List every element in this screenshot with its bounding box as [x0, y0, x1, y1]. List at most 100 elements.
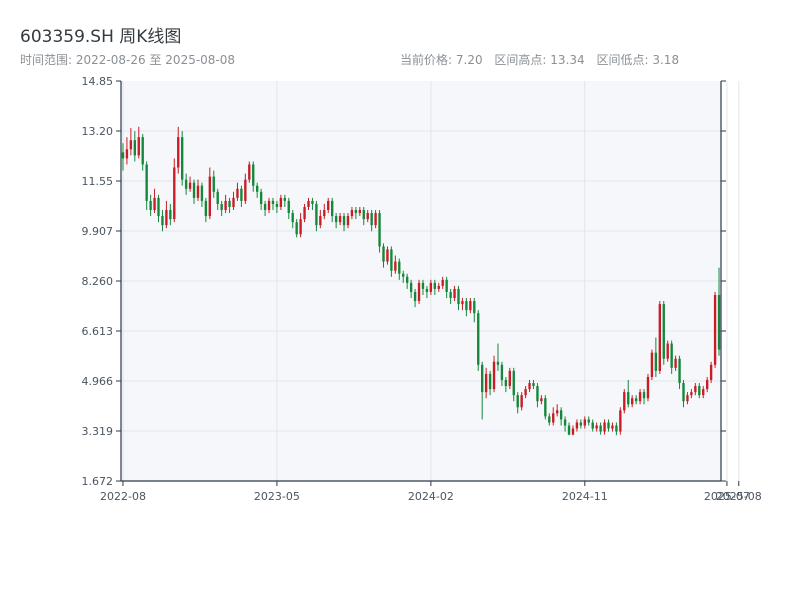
candle-body	[477, 313, 480, 365]
candle-down	[275, 200, 279, 214]
candle-down	[149, 194, 152, 217]
candle-body	[374, 213, 377, 226]
candle-body	[252, 164, 255, 186]
candle-body	[611, 425, 614, 429]
candle-up	[508, 367, 511, 390]
candle-body	[583, 419, 586, 426]
candle-body	[145, 164, 148, 201]
candle-body	[654, 352, 658, 371]
candle-body	[421, 282, 425, 289]
candle-body	[165, 210, 168, 226]
candle-up	[307, 197, 310, 211]
candle-body	[670, 343, 673, 368]
candle-down	[536, 383, 539, 408]
candle-body	[646, 376, 650, 399]
date-range-start: 2022-08-26	[75, 53, 146, 67]
candle-body	[662, 304, 665, 359]
candle-body	[248, 164, 251, 180]
x-tick-label: 2023-05	[254, 490, 300, 503]
candle-body	[267, 200, 271, 211]
candle-body	[425, 288, 429, 292]
candle-body	[212, 176, 215, 192]
candle-body	[157, 197, 160, 217]
candle-body	[279, 197, 283, 207]
candle-up	[129, 128, 133, 156]
candle-body	[674, 358, 677, 368]
candle-down	[192, 179, 196, 204]
y-tick-label: 14.85	[82, 75, 114, 88]
candle-body	[319, 216, 322, 226]
candle-body	[591, 422, 594, 429]
x-tick-label: 2024-02	[408, 490, 454, 503]
candle-down	[698, 383, 701, 399]
candle-body	[275, 203, 279, 207]
candle-up	[267, 197, 271, 214]
date-range-label: 时间范围:	[20, 53, 73, 67]
candle-body	[263, 203, 267, 211]
candle-body	[177, 137, 180, 168]
date-range-end: 2025-08-08	[165, 53, 236, 67]
candle-down	[378, 210, 381, 253]
candle-down	[548, 413, 551, 426]
date-range-sep: 至	[149, 53, 162, 67]
candle-down	[370, 210, 373, 232]
candle-down	[121, 143, 125, 171]
candle-up	[674, 355, 677, 371]
y-tick-label: 11.55	[82, 175, 114, 188]
candle-down	[488, 370, 492, 396]
candle-down	[634, 395, 638, 405]
candle-body	[188, 182, 192, 189]
candle-up	[374, 210, 377, 229]
candle-body	[295, 222, 298, 235]
candle-down	[425, 285, 429, 299]
y-tick-label: 9.907	[82, 225, 114, 238]
y-tick-label: 6.613	[82, 325, 114, 338]
candle-body	[571, 428, 575, 435]
candle-body	[196, 185, 200, 198]
candle-body	[619, 410, 622, 432]
candle-body	[413, 291, 417, 302]
candle-up	[595, 422, 598, 432]
candle-up	[358, 206, 361, 217]
candle-up	[611, 422, 614, 432]
candle-up	[666, 340, 669, 362]
candle-up	[469, 298, 472, 314]
candle-down	[449, 288, 452, 305]
candle-body	[512, 370, 515, 396]
candle-up	[437, 282, 440, 292]
candle-body	[224, 200, 227, 211]
candle-body	[544, 398, 547, 417]
candle-body	[125, 149, 129, 159]
candle-up	[575, 419, 579, 432]
candle-body	[271, 200, 275, 204]
candle-up	[623, 389, 626, 414]
candle-down	[354, 206, 358, 220]
candle-body	[406, 276, 409, 283]
candle-down	[406, 273, 409, 289]
candle-up	[571, 425, 575, 436]
candle-body	[638, 392, 642, 402]
candle-body	[161, 216, 164, 226]
candle-body	[354, 210, 358, 214]
candle-up	[137, 126, 140, 159]
candle-up	[125, 137, 129, 165]
candle-body	[453, 288, 456, 299]
candle-down	[362, 206, 365, 226]
candle-body	[366, 213, 369, 220]
candle-down	[161, 210, 164, 232]
candle-body	[220, 203, 223, 211]
candle-down	[465, 298, 468, 317]
candle-body	[394, 261, 397, 271]
candle-up	[713, 291, 717, 368]
candle-down	[256, 182, 259, 198]
candle-down	[216, 188, 219, 211]
candle-up	[619, 407, 622, 435]
x-axis-ticks: 2022-08 2023-05 2024-02 2024-11 2025-072025-…	[100, 481, 762, 503]
x-tick-label: 2025-07	[704, 490, 750, 503]
candle-body	[256, 185, 259, 192]
candle-up	[366, 210, 369, 223]
candle-body	[153, 197, 156, 211]
candle-body	[559, 410, 563, 420]
candle-up	[153, 188, 156, 214]
candle-body	[492, 361, 496, 390]
